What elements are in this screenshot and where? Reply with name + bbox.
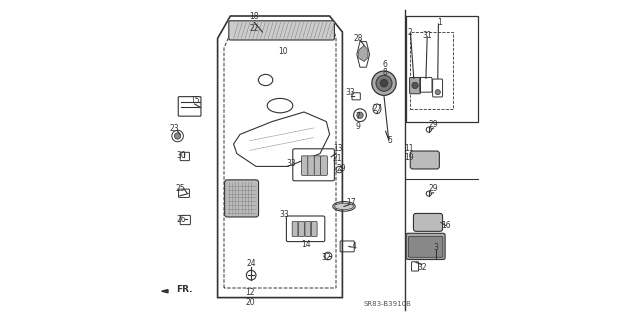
Text: 29: 29: [337, 164, 347, 172]
Text: 10: 10: [278, 47, 288, 56]
FancyBboxPatch shape: [410, 151, 440, 169]
Text: 9: 9: [355, 122, 360, 131]
Text: 33: 33: [279, 210, 289, 219]
Text: 14: 14: [301, 240, 310, 249]
Text: 5: 5: [387, 136, 392, 145]
Circle shape: [380, 79, 388, 87]
Text: 30: 30: [177, 151, 187, 160]
FancyBboxPatch shape: [321, 156, 328, 175]
Text: 26: 26: [176, 215, 186, 224]
Bar: [410, 32, 453, 109]
Text: 32: 32: [321, 253, 332, 262]
Text: 19: 19: [404, 153, 413, 162]
Circle shape: [372, 71, 396, 95]
Text: 12: 12: [245, 288, 255, 297]
FancyBboxPatch shape: [314, 156, 321, 175]
Text: 29: 29: [429, 120, 438, 129]
FancyBboxPatch shape: [305, 221, 311, 236]
Text: 11: 11: [404, 144, 413, 153]
Text: 23: 23: [170, 124, 179, 132]
Text: 4: 4: [352, 242, 356, 251]
Text: 20: 20: [245, 298, 255, 307]
Text: 31: 31: [422, 31, 432, 40]
Text: 1: 1: [437, 18, 442, 27]
Text: 33: 33: [346, 88, 356, 97]
Text: 13: 13: [333, 144, 342, 153]
Text: 8: 8: [383, 68, 387, 76]
Text: 16: 16: [442, 221, 451, 230]
Text: FR.: FR.: [176, 285, 192, 294]
Polygon shape: [358, 45, 368, 61]
Text: 2: 2: [407, 28, 412, 36]
FancyBboxPatch shape: [301, 156, 308, 175]
Text: 21: 21: [333, 154, 342, 163]
FancyBboxPatch shape: [312, 221, 317, 236]
Polygon shape: [161, 290, 168, 293]
Text: 18: 18: [250, 12, 259, 20]
Text: 22: 22: [250, 24, 259, 33]
Text: 24: 24: [246, 260, 256, 268]
Text: 33: 33: [286, 159, 296, 168]
FancyBboxPatch shape: [298, 221, 305, 236]
FancyBboxPatch shape: [410, 77, 420, 94]
Text: SR83-B3910B: SR83-B3910B: [364, 301, 411, 307]
Text: 29: 29: [429, 184, 438, 193]
FancyBboxPatch shape: [408, 236, 443, 257]
Bar: [406, 16, 477, 122]
Text: 32: 32: [417, 263, 428, 272]
Text: 7: 7: [355, 112, 360, 121]
Ellipse shape: [334, 203, 354, 210]
Text: 3: 3: [434, 243, 438, 252]
FancyBboxPatch shape: [292, 221, 298, 236]
Text: 17: 17: [346, 198, 356, 207]
Circle shape: [376, 75, 392, 91]
FancyBboxPatch shape: [229, 21, 334, 40]
Text: 28: 28: [354, 34, 363, 43]
FancyBboxPatch shape: [225, 180, 259, 217]
Circle shape: [174, 133, 180, 139]
FancyBboxPatch shape: [406, 233, 445, 260]
FancyBboxPatch shape: [413, 213, 443, 231]
Text: 6: 6: [383, 60, 387, 68]
Text: 27: 27: [372, 104, 383, 113]
FancyBboxPatch shape: [308, 156, 315, 175]
Text: 25: 25: [175, 184, 185, 193]
Circle shape: [412, 82, 419, 89]
Circle shape: [357, 112, 364, 118]
Text: 15: 15: [189, 96, 200, 105]
Circle shape: [435, 90, 440, 95]
